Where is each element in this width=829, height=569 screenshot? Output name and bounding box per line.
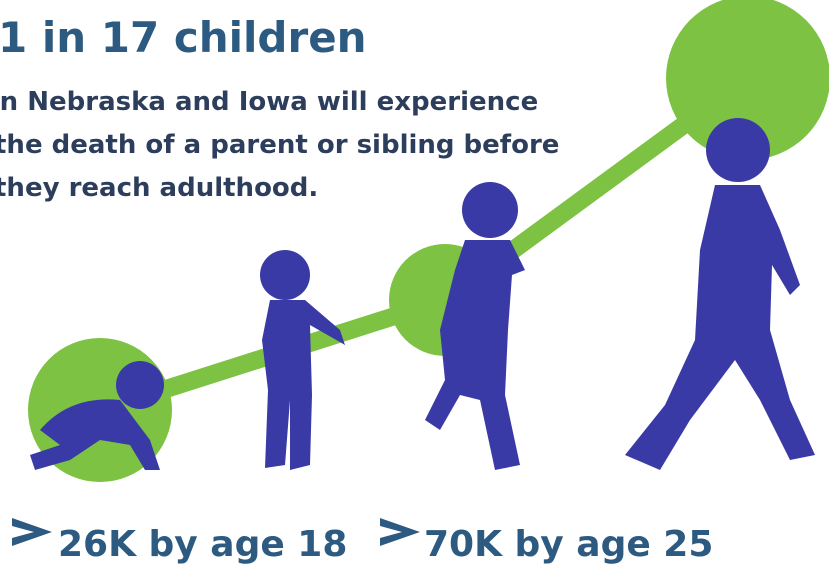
stat: 70K by age 25	[424, 524, 713, 565]
description-line: the death of a parent or sibling before	[0, 130, 559, 160]
arrow-icon	[380, 518, 420, 546]
arrow-icon	[12, 518, 52, 546]
description-line: In Nebraska and Iowa will experience	[0, 87, 538, 117]
headline: 1 in 17 children	[0, 13, 367, 62]
infographic: 1 in 17 children In Nebraska and Iowa wi…	[0, 0, 829, 569]
description-line: they reach adulthood.	[0, 173, 318, 203]
stat: 26K by age 18	[58, 524, 347, 565]
